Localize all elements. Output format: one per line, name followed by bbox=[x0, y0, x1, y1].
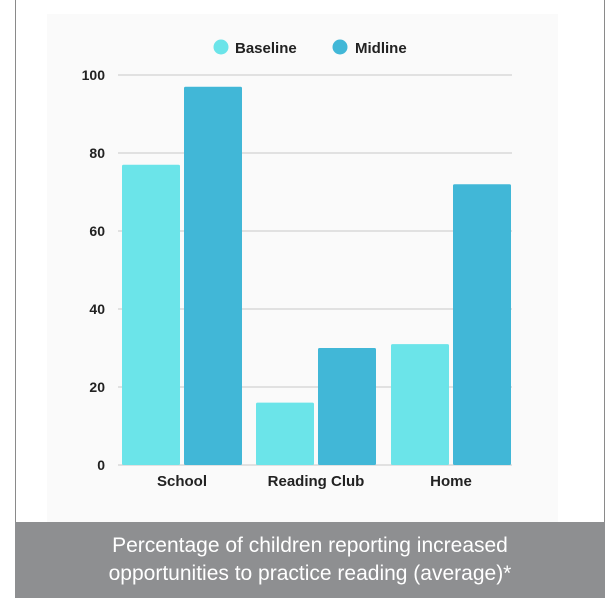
y-tick-label: 60 bbox=[89, 223, 105, 239]
y-tick-label: 80 bbox=[89, 145, 105, 161]
y-tick-label: 40 bbox=[89, 301, 105, 317]
bar-baseline-home bbox=[391, 344, 449, 465]
legend: Baseline Midline bbox=[213, 39, 407, 57]
x-axis-labels: School Reading Club Home bbox=[157, 473, 472, 490]
bars bbox=[122, 86, 511, 465]
y-tick-label: 100 bbox=[82, 67, 106, 83]
bar-baseline-reading-club bbox=[256, 402, 314, 465]
x-category-label: Reading Club bbox=[268, 473, 365, 490]
y-tick-label: 0 bbox=[97, 457, 105, 473]
bar-baseline-school bbox=[122, 164, 180, 465]
legend-label-midline: Midline bbox=[355, 40, 407, 57]
caption-line-2: opportunities to practice reading (avera… bbox=[108, 562, 512, 585]
x-category-label: Home bbox=[430, 473, 472, 490]
bar-midline-home bbox=[453, 184, 511, 465]
y-axis-ticks: 0 20 40 60 80 100 bbox=[82, 67, 106, 473]
x-category-label: School bbox=[157, 473, 207, 490]
bar-midline-school bbox=[184, 86, 242, 465]
legend-label-baseline: Baseline bbox=[235, 40, 297, 57]
bar-chart: 0 20 40 60 80 100 School Reading Club Home Base… bbox=[82, 39, 512, 490]
bar-midline-reading-club bbox=[318, 348, 376, 465]
legend-marker-baseline bbox=[213, 39, 229, 55]
chart-caption: Percentage of children reporting increas… bbox=[15, 522, 605, 598]
legend-marker-midline bbox=[332, 39, 348, 55]
caption-line-1: Percentage of children reporting increas… bbox=[112, 534, 508, 557]
y-tick-label: 20 bbox=[89, 379, 105, 395]
